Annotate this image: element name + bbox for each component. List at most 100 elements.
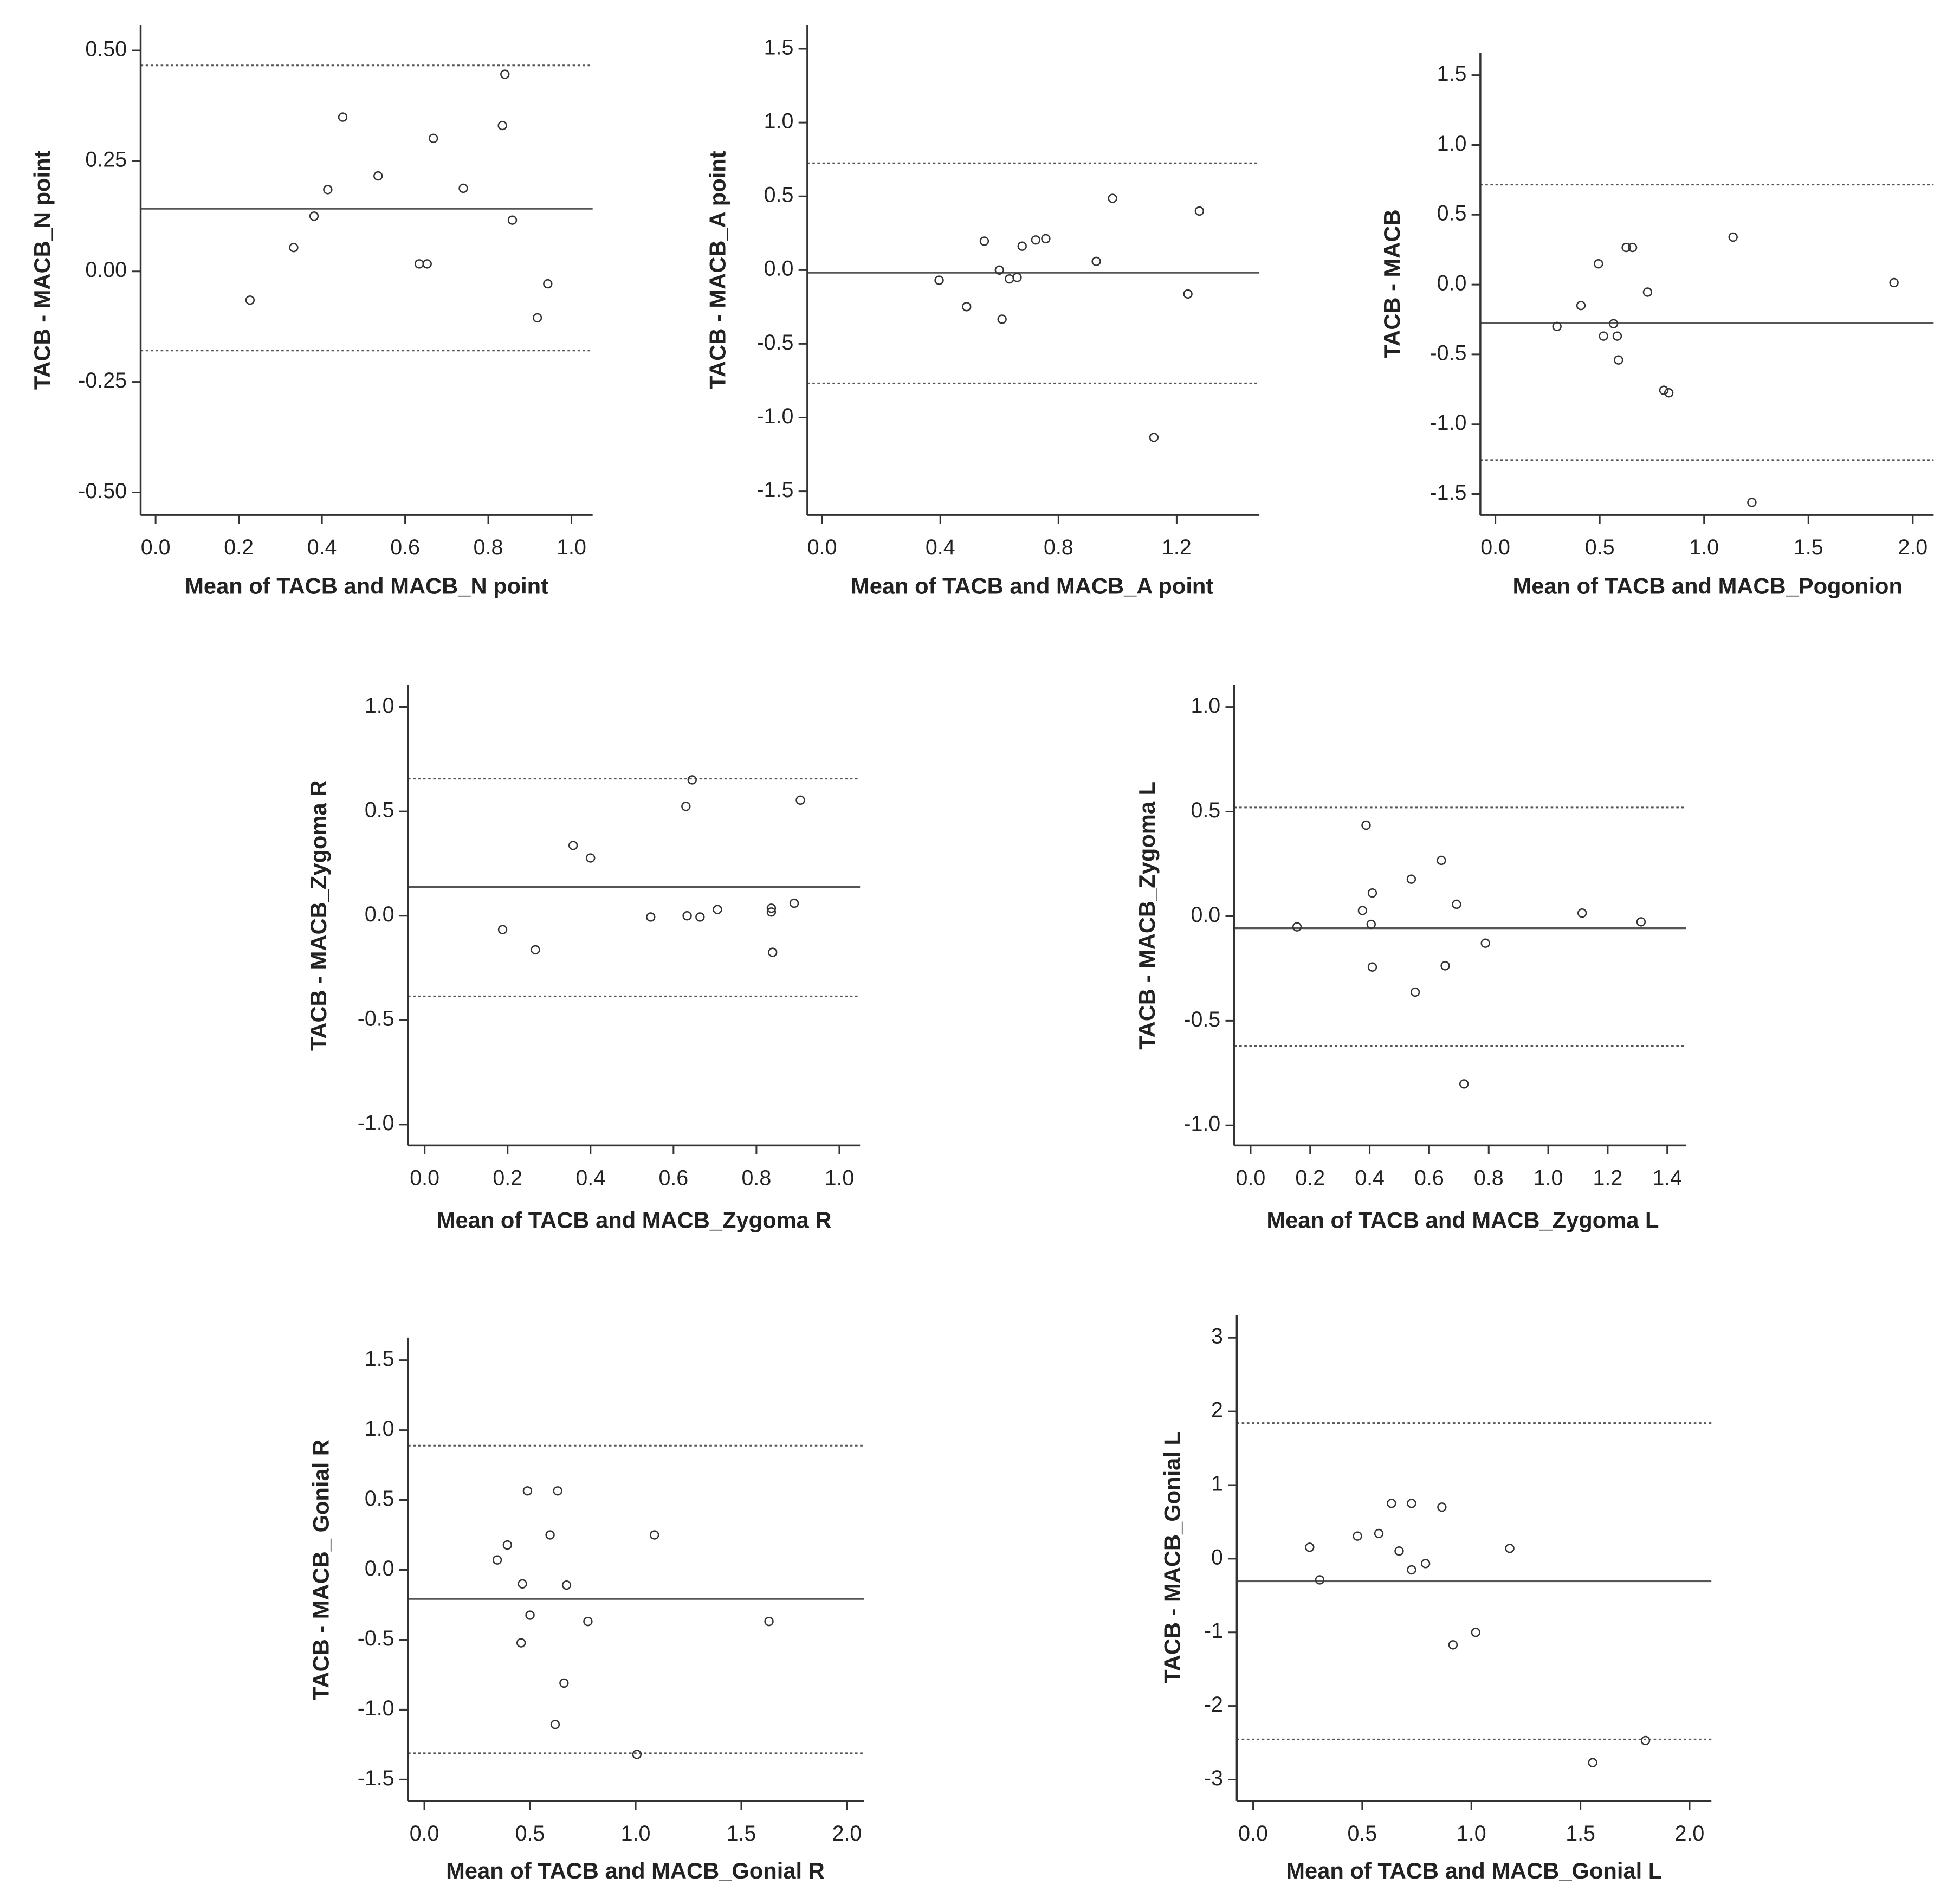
- point: [518, 1579, 527, 1589]
- y-axis-title: TACB - MACB_ Gonial R: [308, 1440, 334, 1700]
- point: [1183, 289, 1193, 299]
- point: [545, 1530, 555, 1540]
- y-tick-label: 0.25: [85, 147, 127, 171]
- x-axis-title: Mean of TACB and MACB_Zygoma R: [437, 1208, 832, 1233]
- point: [559, 1678, 569, 1688]
- y-tick-label: 1.5: [1437, 62, 1467, 86]
- y-tick-label: 0.5: [764, 183, 794, 207]
- y-tick-label: 0.5: [1437, 202, 1467, 225]
- x-axis-title: Mean of TACB and MACB_Pogonion: [1513, 573, 1903, 599]
- y-tick-label: -1.5: [1430, 481, 1467, 505]
- point: [1505, 1544, 1515, 1553]
- y-tick-label: -2: [1204, 1693, 1223, 1716]
- x-tick-label: 0.0: [410, 1822, 439, 1845]
- x-tick-label: 0.6: [390, 535, 420, 559]
- point: [309, 211, 319, 221]
- point: [543, 279, 553, 289]
- point: [1361, 820, 1371, 830]
- y-axis-title: TACB - MACB: [1379, 209, 1405, 358]
- point: [500, 69, 510, 79]
- point: [795, 795, 805, 805]
- x-tick-label: 2.0: [1675, 1822, 1705, 1845]
- point: [516, 1638, 526, 1648]
- y-tick-label: 1.0: [1191, 694, 1220, 718]
- y-tick-label: 0.00: [85, 258, 127, 282]
- point: [1614, 355, 1623, 365]
- x-axis-title: Mean of TACB and MACB_N point: [185, 573, 548, 599]
- x-tick-label: 1.0: [557, 535, 586, 559]
- point: [507, 215, 518, 225]
- point: [1459, 1079, 1469, 1089]
- x-tick-label: 0.0: [410, 1166, 439, 1190]
- point: [1353, 1531, 1362, 1541]
- point: [550, 1720, 560, 1729]
- point: [766, 907, 777, 917]
- point: [1387, 1499, 1396, 1508]
- bland-altman-plot: -1.5 -1.0 -0.5 0.0 0.5 1.0 1.5 0.0 0.4 0.8 1.2 Mean…: [705, 25, 1260, 599]
- point: [632, 1750, 642, 1759]
- x-tick-label: 0.8: [1044, 535, 1073, 559]
- point: [766, 903, 777, 913]
- point: [1612, 331, 1622, 341]
- point: [1315, 1575, 1325, 1585]
- bland-altman-plot: -0.50 -0.25 0.00 0.25 0.50 0.0 0.2 0.4 0.6 0.8 1.0…: [29, 25, 593, 599]
- y-tick-label: 0: [1211, 1545, 1223, 1569]
- x-tick-label: 0.0: [1238, 1822, 1268, 1845]
- point: [1012, 273, 1022, 282]
- y-tick-label: -1.5: [757, 478, 794, 502]
- y-axis-title: TACB - MACB_Zygoma R: [306, 780, 331, 1051]
- y-tick-label: -0.5: [1183, 1008, 1220, 1031]
- point: [646, 912, 656, 922]
- x-tick-label: 0.6: [658, 1166, 688, 1190]
- point: [1407, 1565, 1416, 1575]
- y-tick-label: 1.5: [365, 1347, 394, 1371]
- point: [568, 841, 578, 850]
- point: [1305, 1542, 1315, 1552]
- x-tick-label: 0.6: [1414, 1166, 1444, 1190]
- x-tick-label: 1.0: [621, 1822, 651, 1845]
- x-tick-label: 1.5: [1794, 535, 1823, 559]
- y-tick-label: -1: [1204, 1619, 1223, 1643]
- x-axis-title: Mean of TACB and MACB_A point: [851, 573, 1213, 599]
- point: [492, 1555, 502, 1565]
- point: [1366, 919, 1376, 930]
- point: [713, 905, 722, 914]
- point: [497, 925, 508, 934]
- x-tick-label: 1.0: [1457, 1822, 1486, 1845]
- point: [1594, 259, 1603, 269]
- x-tick-label: 0.2: [224, 535, 254, 559]
- point: [994, 265, 1004, 275]
- point: [934, 275, 944, 285]
- point: [1005, 274, 1014, 284]
- point: [1292, 922, 1302, 932]
- point: [586, 853, 596, 863]
- point: [1367, 962, 1377, 972]
- y-tick-label: 0.50: [85, 37, 127, 61]
- x-tick-label: 0.0: [1236, 1166, 1266, 1190]
- x-tick-label: 0.0: [807, 535, 837, 559]
- y-tick-label: 0.0: [1191, 903, 1220, 927]
- y-tick-label: -1.0: [1430, 411, 1467, 435]
- x-axis-title: Mean of TACB and MACB_Zygoma L: [1266, 1208, 1659, 1233]
- point: [553, 1486, 562, 1496]
- x-axis-title: Mean of TACB and MACB_Gonial R: [446, 1858, 825, 1883]
- point: [1627, 242, 1638, 253]
- point: [1599, 331, 1608, 341]
- point: [1636, 917, 1646, 927]
- x-tick-label: 1.2: [1162, 535, 1192, 559]
- y-tick-label: 0.0: [365, 902, 394, 926]
- x-tick-label: 0.8: [742, 1166, 772, 1190]
- bland-altman-plot: -3 -2 -1 0 1 2 3 0.0 0.5 1.0 1.5 2.0 Mean of TACB an…: [1160, 1315, 1712, 1883]
- y-tick-label: -0.50: [78, 479, 127, 503]
- point: [531, 945, 540, 955]
- point: [1108, 193, 1117, 203]
- y-tick-label: 0.5: [365, 1487, 394, 1511]
- x-tick-label: 1.0: [825, 1166, 855, 1190]
- y-axis-title: TACB - MACB_N point: [29, 150, 55, 390]
- point: [1437, 1502, 1447, 1512]
- y-tick-label: -3: [1204, 1766, 1223, 1790]
- y-tick-label: 0.5: [1191, 798, 1220, 822]
- x-tick-label: 1.5: [1566, 1822, 1595, 1845]
- point: [1747, 498, 1757, 507]
- point: [1394, 1546, 1404, 1556]
